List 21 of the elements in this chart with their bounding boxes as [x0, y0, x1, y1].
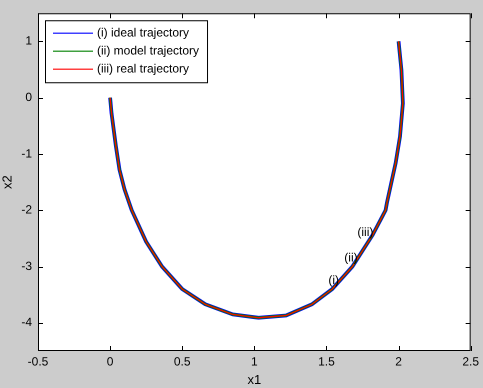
x-tick-label: 1.5 [318, 354, 336, 369]
x-tick-label: 2 [395, 354, 402, 369]
y-tick-label: -1 [21, 146, 32, 160]
y-tick-label: 0 [25, 90, 32, 104]
y-tick-label: -4 [21, 315, 32, 330]
x-tick-label: 0.5 [174, 354, 191, 369]
y-axis-title: x2 [0, 175, 14, 189]
x-axis-title: x1 [247, 372, 262, 387]
legend-label: (i) ideal trajectory [97, 26, 190, 40]
y-tick-label: -3 [21, 258, 32, 273]
x-tick-label: 2.5 [462, 354, 480, 369]
annotation: (i) [328, 272, 339, 287]
legend-label: (ii) model trajectory [97, 44, 200, 58]
y-tick-label: 1 [25, 34, 32, 48]
legend-label: (iii) real trajectory [97, 62, 190, 76]
x-tick-label: -0.5 [28, 354, 49, 369]
annotation: (iii) [357, 225, 374, 240]
x-tick-label: 1 [250, 354, 258, 369]
x-tick-label: 0 [106, 354, 114, 369]
y-tick-label: -2 [21, 202, 32, 217]
annotation: (ii) [344, 250, 358, 264]
